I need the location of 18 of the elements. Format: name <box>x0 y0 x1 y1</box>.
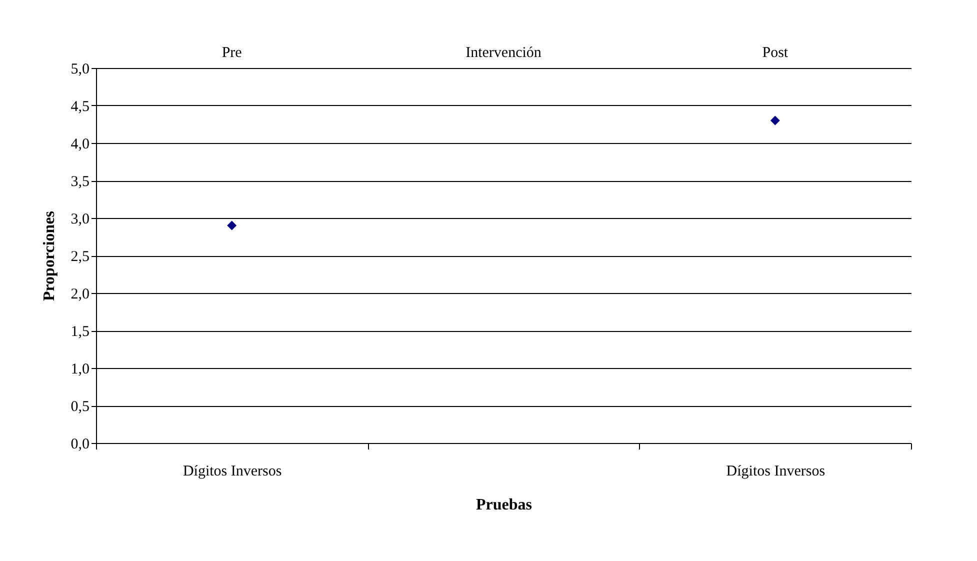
y-tick-label: 2,5 <box>70 249 90 265</box>
y-tick-label: 5,0 <box>70 62 90 78</box>
text: Intervención <box>466 45 542 61</box>
x-tick-label: Dígitos Inversos <box>182 464 282 480</box>
y-tick-label: 0,5 <box>70 399 90 415</box>
y-tick-label: 2,0 <box>70 286 90 302</box>
y-tick-label: 4,5 <box>70 99 90 115</box>
x-axis-title: Pruebas <box>476 496 532 514</box>
text: Post <box>762 45 789 61</box>
text: Pre <box>222 45 242 61</box>
y-tick-label: 3,0 <box>70 212 90 228</box>
y-axis-title: Proporciones <box>40 210 58 302</box>
x-tick-label: Dígitos Inversos <box>726 464 826 480</box>
y-tick-label: 1,5 <box>70 324 90 340</box>
y-tick-label: 1,0 <box>70 362 90 378</box>
y-tick-label: 4,0 <box>70 136 90 152</box>
y-tick-label: 0,0 <box>70 436 90 452</box>
y-tick-label: 3,5 <box>70 174 90 190</box>
